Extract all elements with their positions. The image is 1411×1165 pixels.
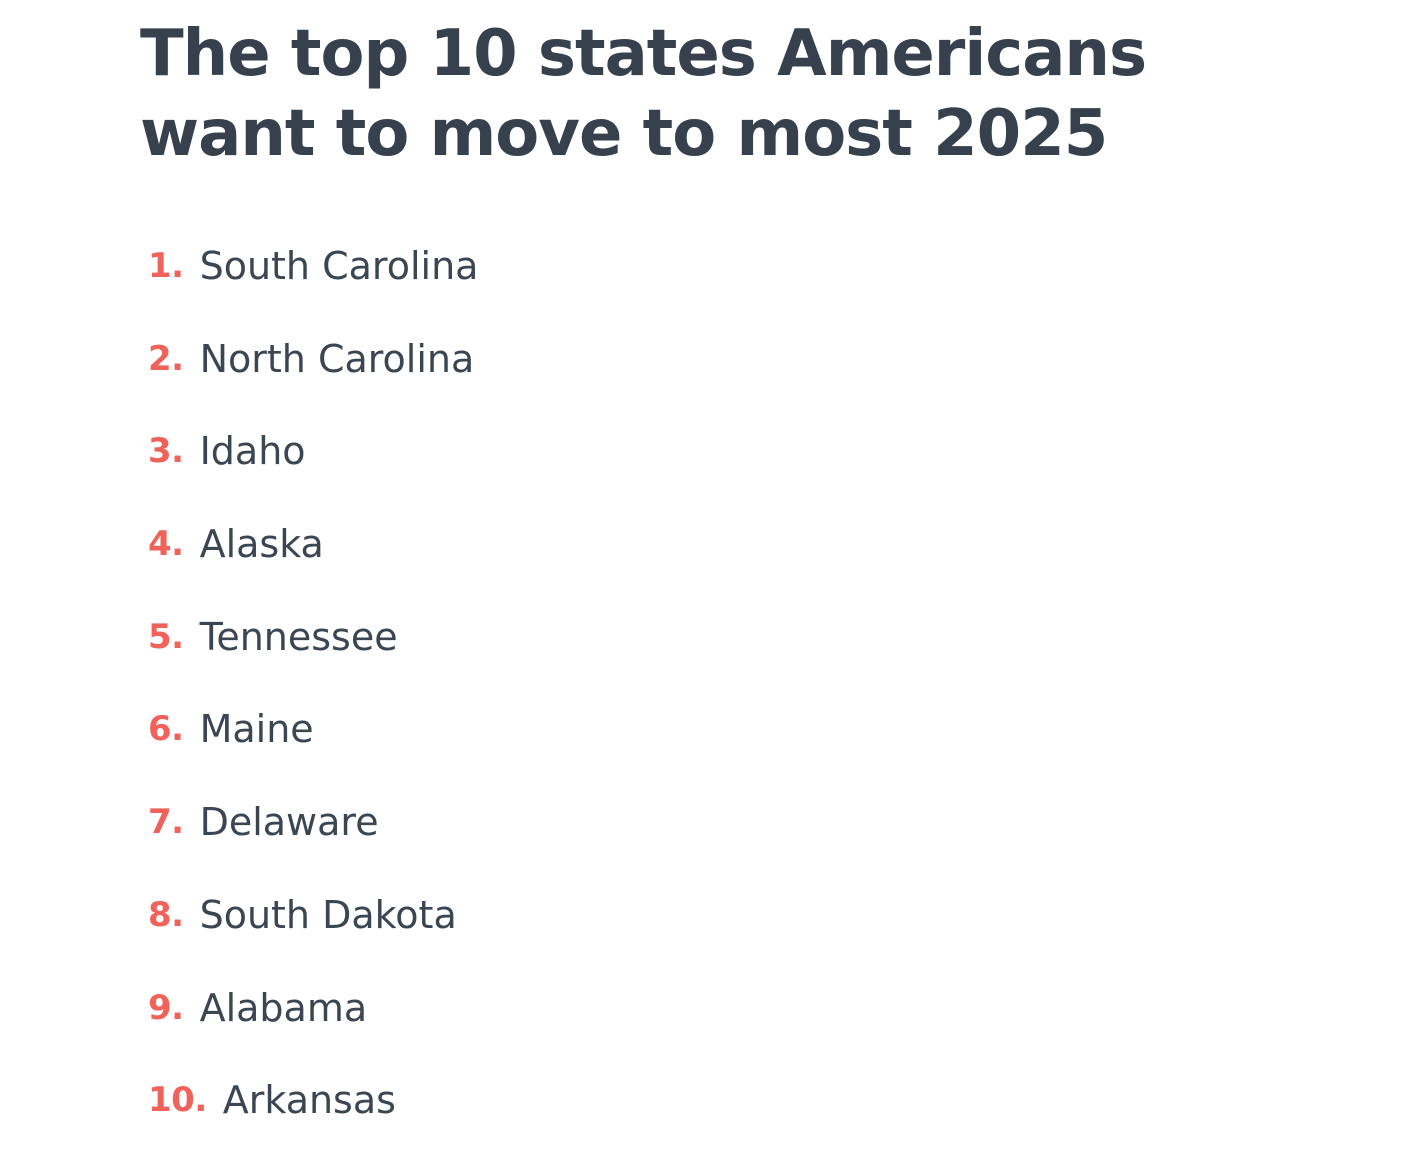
state-name: Idaho <box>199 429 306 474</box>
rank-number: 1. <box>148 246 184 286</box>
state-name: South Dakota <box>199 892 457 937</box>
page-title: The top 10 states Americans want to move… <box>140 17 1147 171</box>
list-item: 6. Maine <box>148 701 478 794</box>
state-name: Alaska <box>199 522 324 567</box>
list-item: 1. South Carolina <box>148 238 478 331</box>
ranked-list: 1. South Carolina 2. North Carolina 3. I… <box>148 238 478 1165</box>
state-name: North Carolina <box>199 336 475 381</box>
list-item: 4. Alaska <box>148 516 478 609</box>
state-name: Maine <box>199 707 314 752</box>
list-item: 10. Arkansas <box>148 1072 478 1165</box>
rank-number: 8. <box>148 894 184 935</box>
list-item: 5. Tennessee <box>148 609 478 702</box>
list-item: 8. South Dakota <box>148 887 478 980</box>
rank-number: 6. <box>148 709 184 750</box>
rank-number: 4. <box>148 524 184 565</box>
state-name: Arkansas <box>222 1078 396 1123</box>
rank-number: 2. <box>148 338 184 379</box>
rank-number: 7. <box>148 802 184 843</box>
rank-number: 10. <box>148 1080 207 1121</box>
state-name: Delaware <box>199 800 379 845</box>
list-item: 7. Delaware <box>148 794 478 887</box>
state-name: Alabama <box>199 985 368 1030</box>
rank-number: 5. <box>148 616 184 657</box>
state-name: South Carolina <box>199 244 479 288</box>
list-item: 9. Alabama <box>148 980 478 1073</box>
list-item: 3. Idaho <box>148 423 478 516</box>
state-name: Tennessee <box>199 614 398 659</box>
rank-number: 9. <box>148 987 184 1028</box>
rank-number: 3. <box>148 431 184 472</box>
list-item: 2. North Carolina <box>148 331 478 424</box>
